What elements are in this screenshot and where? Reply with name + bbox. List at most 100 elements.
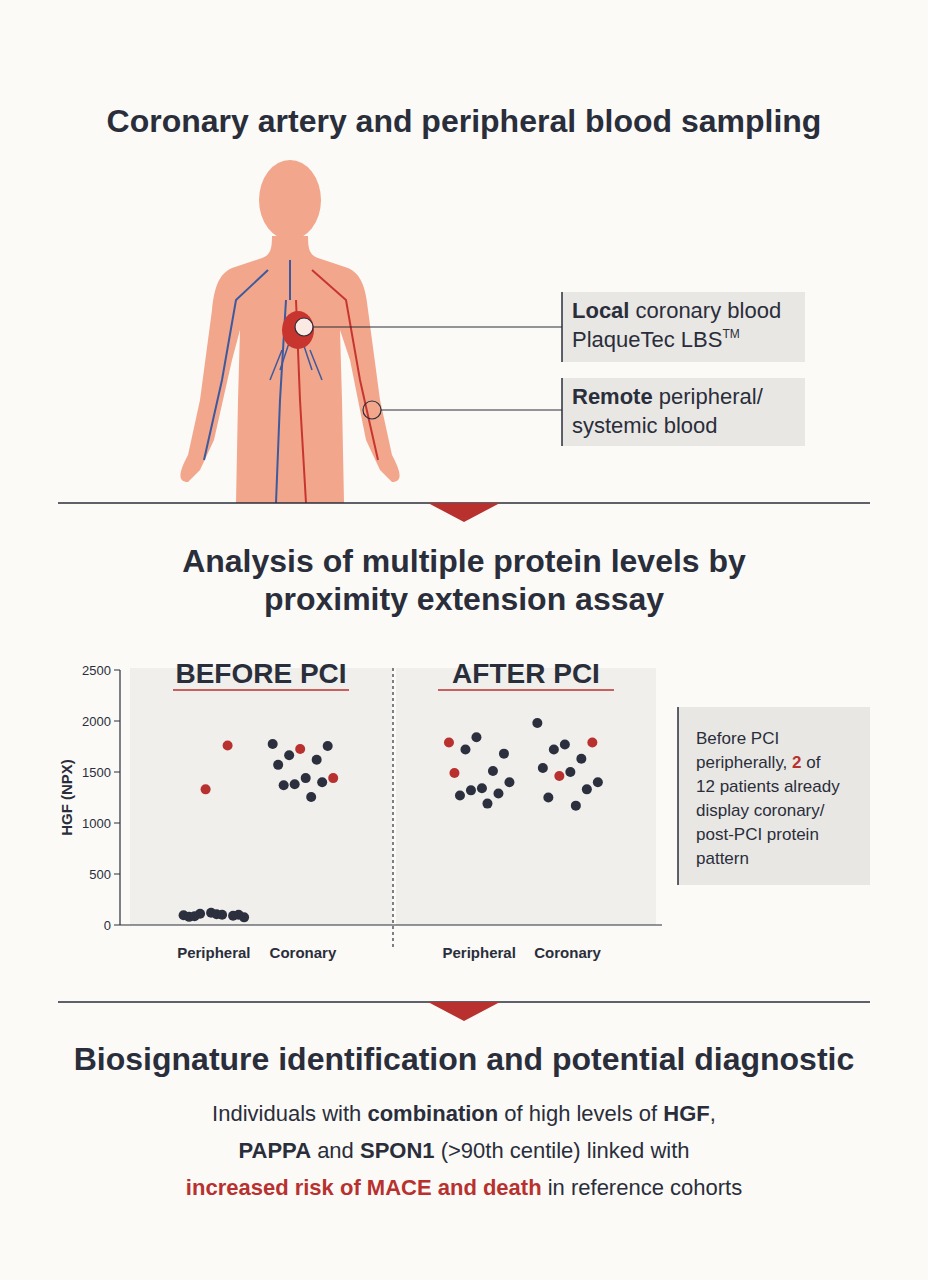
panel-title-underline: [438, 689, 614, 691]
section-title: Coronary artery and peripheral blood sam…: [107, 103, 822, 139]
y-tick: [114, 925, 120, 926]
text-segment: (>90th centile) linked with: [435, 1138, 690, 1163]
data-point: [504, 777, 514, 787]
data-point: [323, 741, 333, 751]
annotation-text: post-PCI protein: [696, 825, 819, 844]
text-segment: 12 patients already: [696, 777, 840, 796]
label-bar: [561, 292, 563, 362]
annotation-text: Before PCI: [696, 729, 779, 748]
text-segment: combination: [367, 1101, 498, 1126]
data-point: [217, 910, 227, 920]
text-segment: 2: [792, 753, 801, 772]
text-segment: Remote: [572, 384, 653, 409]
data-point: [543, 793, 553, 803]
data-point: [284, 750, 294, 760]
text-segment: Individuals with: [212, 1101, 367, 1126]
data-point: [228, 911, 238, 921]
y-axis: [119, 670, 120, 925]
text-segment: of high levels of: [498, 1101, 663, 1126]
y-tick-label: 1500: [82, 765, 111, 780]
data-point: [201, 784, 211, 794]
data-point: [449, 768, 459, 778]
data-point: [499, 749, 509, 759]
data-point: [549, 745, 559, 755]
text-segment: and: [311, 1138, 360, 1163]
annotation-box: [678, 707, 870, 885]
data-point: [582, 784, 592, 794]
text-segment: Local: [572, 298, 629, 323]
data-point: [493, 788, 503, 798]
panel-divider: [392, 668, 393, 950]
data-point: [306, 792, 316, 802]
y-tick: [114, 823, 120, 824]
data-point: [571, 801, 581, 811]
y-tick-label: 1000: [82, 816, 111, 831]
data-point: [301, 773, 311, 783]
label-text: systemic blood: [572, 413, 718, 438]
data-point: [328, 773, 338, 783]
y-tick-label: 500: [89, 867, 111, 882]
annotation-text: pattern: [696, 849, 749, 868]
text-segment: coronary blood: [629, 298, 781, 323]
label-bar: [561, 378, 563, 446]
data-point: [587, 737, 597, 747]
text-segment: peripheral/: [653, 384, 764, 409]
label-box: [562, 292, 805, 362]
data-point: [488, 766, 498, 776]
annotation-text: 12 patients already: [696, 777, 840, 796]
data-point: [482, 799, 492, 809]
y-tick-label: 2000: [82, 714, 111, 729]
text-segment: SPON1: [360, 1138, 435, 1163]
sample-site: [363, 401, 381, 419]
y-tick: [114, 772, 120, 773]
panel-background: [396, 668, 656, 925]
data-point: [190, 911, 200, 921]
text-segment: ,: [710, 1101, 716, 1126]
text-segment: peripherally,: [696, 753, 792, 772]
y-tick-label: 2500: [82, 663, 111, 678]
panel-background: [130, 668, 392, 925]
y-tick-label: 0: [104, 918, 111, 933]
leader: [313, 327, 562, 328]
body-text: PAPPA and SPON1 (>90th centile) linked w…: [238, 1138, 689, 1163]
data-point: [593, 777, 603, 787]
panel-title: AFTER PCI: [452, 658, 600, 689]
section-title: Analysis of multiple protein levels by: [182, 543, 746, 579]
divider-arrow: [428, 503, 500, 522]
data-point: [576, 754, 586, 764]
background: [0, 0, 928, 1280]
data-point: [279, 780, 289, 790]
data-point: [554, 771, 564, 781]
data-point: [466, 785, 476, 795]
body: [180, 236, 399, 503]
y-tick: [114, 670, 120, 671]
text-segment: increased risk of MACE and death: [186, 1175, 542, 1200]
y-tick: [114, 721, 120, 722]
sample-site: [295, 318, 313, 336]
text-segment: of: [802, 753, 821, 772]
text-segment: PlaqueTec LBS: [572, 327, 722, 352]
data-point: [532, 718, 542, 728]
data-point: [273, 760, 283, 770]
data-point: [538, 763, 548, 773]
data-point: [560, 739, 570, 749]
data-point: [444, 737, 454, 747]
data-point: [477, 783, 487, 793]
text-segment: HGF: [663, 1101, 709, 1126]
data-point: [460, 745, 470, 755]
category-label: Coronary: [534, 944, 601, 961]
panel-title: BEFORE PCI: [175, 658, 346, 689]
category-label: Peripheral: [443, 944, 516, 961]
data-point: [268, 739, 278, 749]
x-axis: [120, 924, 662, 925]
section-title: Biosignature identification and potentia…: [74, 1041, 854, 1077]
body-text: increased risk of MACE and death in refe…: [186, 1175, 742, 1200]
body-figure: [180, 160, 399, 503]
divider-arrow: [428, 1002, 500, 1021]
text-segment: post-PCI protein: [696, 825, 819, 844]
data-point: [295, 744, 305, 754]
label-text: Local coronary blood: [572, 298, 781, 323]
annotation-bar: [677, 707, 679, 885]
infographic: Coronary artery and peripheral blood sam…: [0, 0, 928, 1280]
data-point: [317, 777, 327, 787]
